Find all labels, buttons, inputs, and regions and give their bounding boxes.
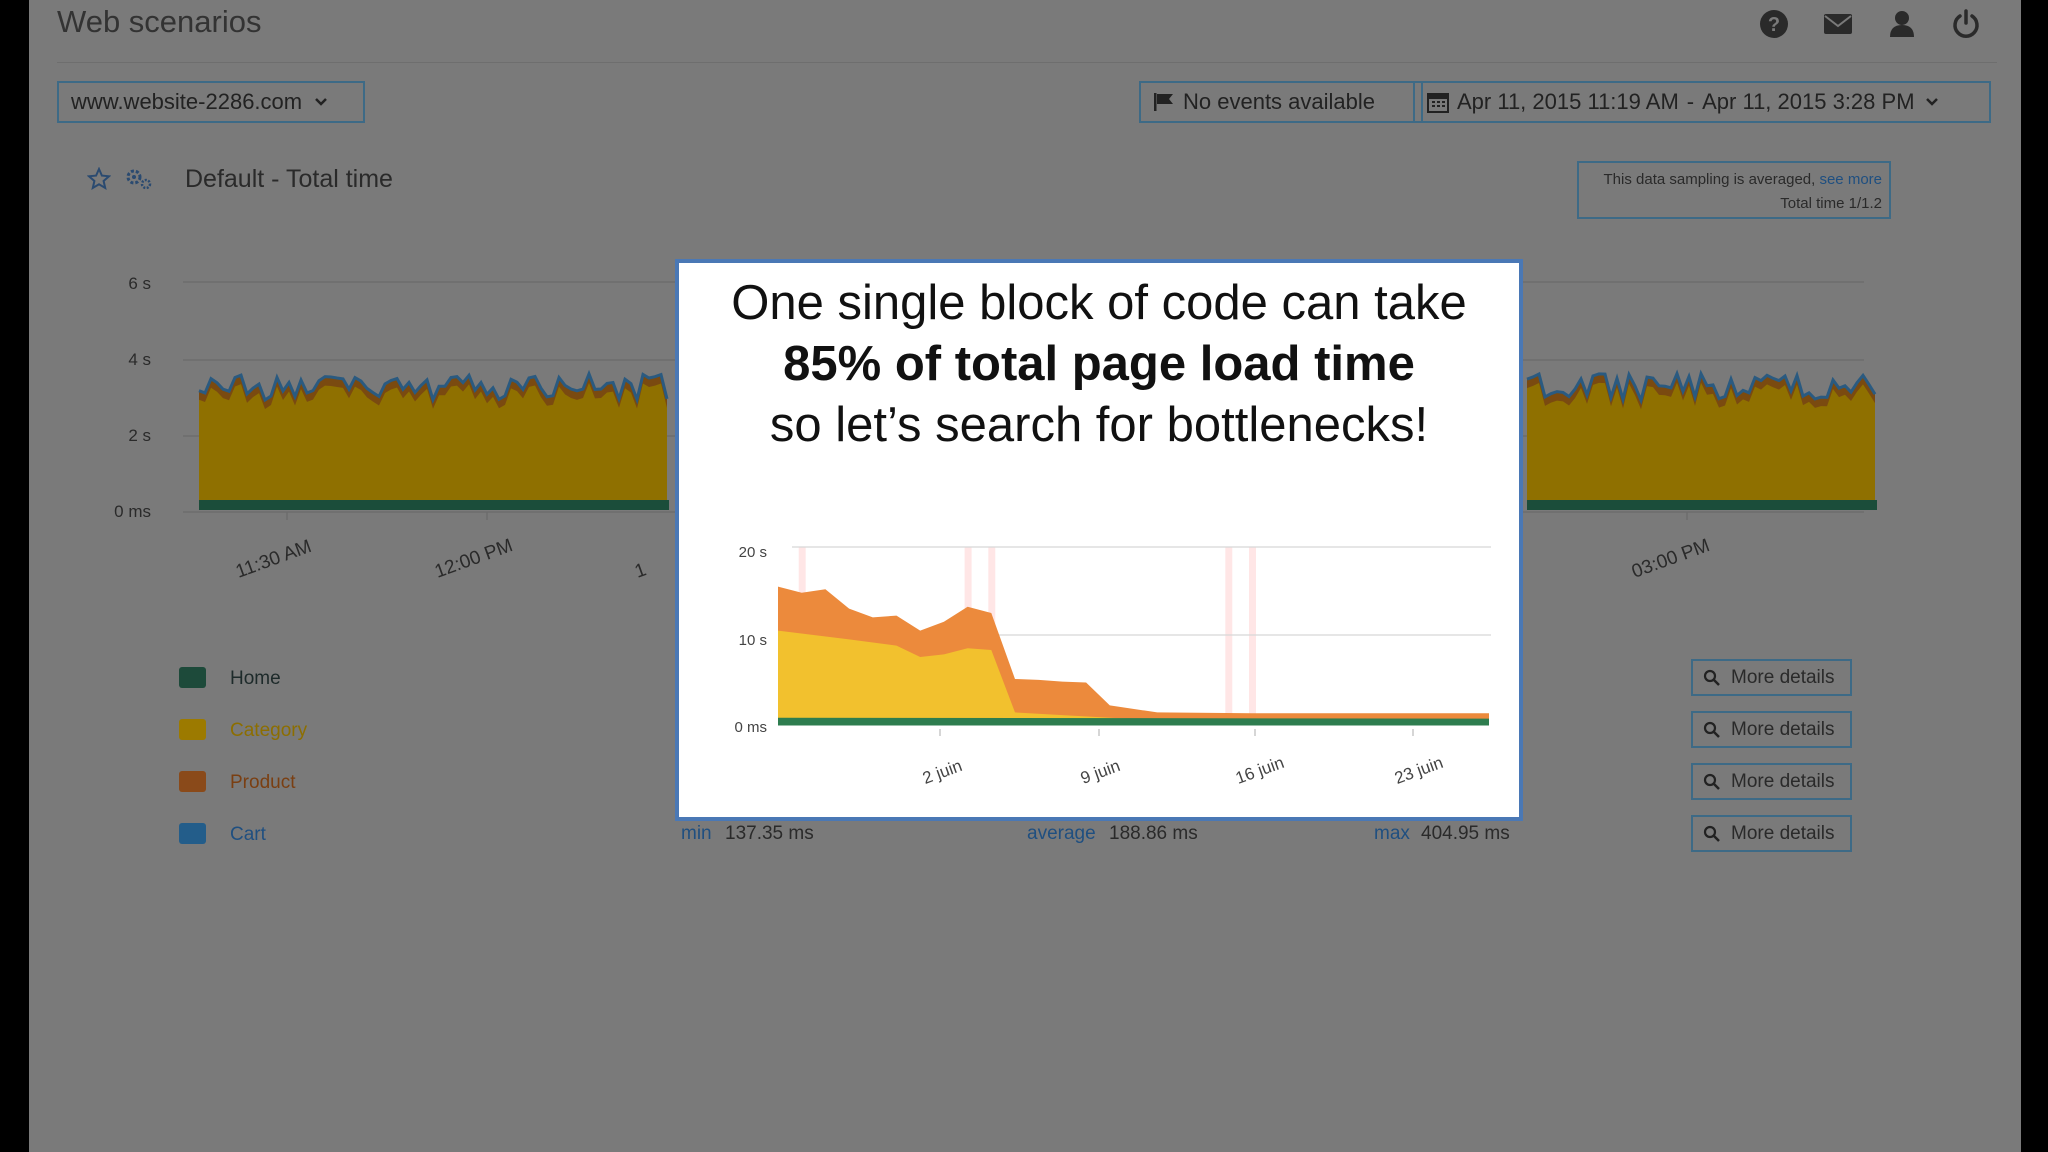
sampling-notice: This data sampling is averaged, see more… [1577, 161, 1891, 219]
zoom-icon [1703, 669, 1720, 686]
user-icon[interactable] [1887, 9, 1917, 39]
range-end: Apr 11, 2015 3:28 PM [1702, 89, 1915, 114]
zoom-icon [1703, 721, 1720, 738]
calendar-icon [1427, 93, 1449, 113]
legend-label[interactable]: Product [230, 772, 296, 793]
legend-label[interactable]: Category [230, 720, 308, 741]
overlay-line-3: so let’s search for bottlenecks! [769, 398, 1429, 452]
cart-avg-value: 188.86 ms [1109, 823, 1198, 844]
home-area [199, 500, 669, 510]
cart-line [1526, 369, 1877, 406]
flag-icon [1154, 93, 1173, 111]
settings-icon[interactable] [125, 167, 153, 191]
help-icon[interactable]: ? [1759, 9, 1789, 39]
site-dropdown[interactable]: www.website-2286.com [57, 81, 365, 123]
chevron-down-icon [1925, 98, 1938, 106]
events-label: No events available [1183, 89, 1376, 114]
y-tick-label: 0 ms [114, 502, 151, 521]
y-tick-label: 2 s [128, 426, 151, 445]
chevron-down-icon [315, 98, 327, 106]
see-more-link[interactable]: see more [1819, 171, 1882, 188]
x-tick-label: 11:30 AM [233, 536, 315, 583]
more-details-label: More details [1731, 770, 1835, 792]
mail-icon[interactable] [1823, 9, 1853, 39]
zoom-icon [1703, 825, 1720, 842]
legend-label[interactable]: Cart [230, 824, 266, 845]
home-area [1527, 500, 1877, 510]
y-tick-label: 4 s [128, 350, 151, 369]
legend-swatch[interactable] [179, 823, 206, 844]
x-tick-label: 1 [632, 559, 650, 583]
range-start: Apr 11, 2015 11:19 AM [1457, 89, 1679, 114]
overlay-slide: One single block of code can take 85% of… [675, 259, 1523, 821]
cart-line [198, 369, 669, 405]
x-tick-label: 03:00 PM [1629, 535, 1713, 583]
legend-swatch[interactable] [179, 771, 206, 792]
sampling-text: This data sampling is averaged, [1603, 171, 1816, 188]
star-icon[interactable] [87, 167, 111, 191]
more-details-label: More details [1731, 718, 1835, 740]
more-details-label: More details [1731, 666, 1835, 688]
header-divider [57, 62, 1997, 63]
overlay-area-chart [778, 546, 1491, 736]
cart-avg-label: average [1027, 823, 1096, 844]
cart-min-value: 137.35 ms [725, 823, 814, 844]
range-separator: - [1686, 89, 1695, 114]
cart-max-value: 404.95 ms [1421, 823, 1510, 844]
cart-min-label: min [681, 823, 712, 844]
chart-title: Default - Total time [185, 165, 393, 193]
site-dropdown-label: www.website-2286.com [71, 89, 303, 114]
category-area [1527, 382, 1875, 510]
legend-swatch[interactable] [179, 719, 206, 740]
overlay-line-1: One single block of code can take [731, 276, 1467, 330]
overlay-y-tick: 10 s [738, 632, 767, 649]
cart-max-label: max [1374, 823, 1410, 844]
y-tick-label: 6 s [128, 274, 151, 293]
overlay-y-tick: 0 ms [734, 719, 767, 736]
more-details-label: More details [1731, 822, 1835, 844]
overlay-series-area [778, 630, 1489, 723]
x-tick-label: 12:00 PM [432, 535, 516, 583]
more-details-home-button[interactable]: More details [1691, 659, 1852, 696]
overlay-line-2: 85% of total page load time [783, 337, 1415, 391]
more-details-product-button[interactable]: More details [1691, 763, 1852, 800]
more-details-cart-button[interactable]: More details [1691, 815, 1852, 852]
events-button[interactable]: No events available [1139, 81, 1423, 123]
legend-swatch[interactable] [179, 667, 206, 688]
date-range-picker[interactable]: Apr 11, 2015 11:19 AM - Apr 11, 2015 3:2… [1413, 81, 1991, 123]
power-icon[interactable] [1951, 9, 1981, 39]
more-details-category-button[interactable]: More details [1691, 711, 1852, 748]
app-window: Web scenarios ? www.website-2286.com No … [29, 0, 2021, 1152]
page-title: Web scenarios [57, 4, 262, 39]
legend-label[interactable]: Home [230, 668, 281, 689]
overlay-series-area [778, 717, 1489, 723]
overlay-y-tick: 20 s [738, 544, 767, 561]
category-area [199, 382, 667, 510]
zoom-icon [1703, 773, 1720, 790]
svg-text:?: ? [1768, 14, 1780, 36]
sampling-sub: Total time 1/1.2 [1780, 195, 1882, 212]
